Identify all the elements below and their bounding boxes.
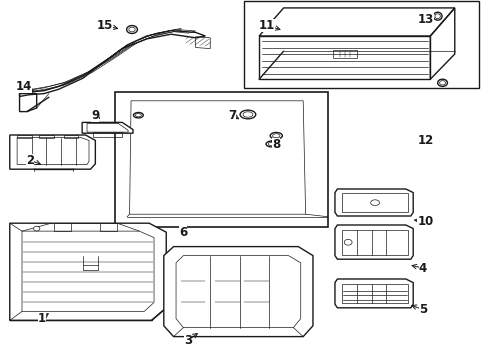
Ellipse shape xyxy=(133,112,143,118)
Polygon shape xyxy=(115,92,327,227)
Ellipse shape xyxy=(432,12,441,20)
Ellipse shape xyxy=(240,110,255,119)
Ellipse shape xyxy=(437,79,447,86)
Ellipse shape xyxy=(135,113,141,117)
Text: 5: 5 xyxy=(418,303,426,316)
Text: 4: 4 xyxy=(418,262,426,275)
Text: 13: 13 xyxy=(416,13,433,26)
Polygon shape xyxy=(334,189,412,216)
Text: 14: 14 xyxy=(15,80,32,93)
Ellipse shape xyxy=(370,200,379,206)
Ellipse shape xyxy=(33,226,40,231)
Ellipse shape xyxy=(344,239,351,245)
Text: 9: 9 xyxy=(91,109,99,122)
Polygon shape xyxy=(163,247,312,337)
Ellipse shape xyxy=(434,14,440,18)
Ellipse shape xyxy=(265,141,276,147)
Text: 10: 10 xyxy=(416,215,433,228)
Text: 1: 1 xyxy=(38,312,45,325)
Ellipse shape xyxy=(129,27,135,32)
Text: 6: 6 xyxy=(179,226,187,239)
Ellipse shape xyxy=(243,112,252,117)
Text: 15: 15 xyxy=(97,19,113,32)
Text: 8: 8 xyxy=(272,138,280,150)
Text: 3: 3 xyxy=(184,334,192,347)
Ellipse shape xyxy=(439,81,445,85)
Polygon shape xyxy=(334,225,412,259)
Ellipse shape xyxy=(269,132,282,139)
Polygon shape xyxy=(10,223,166,320)
Text: 7: 7 xyxy=(228,109,236,122)
Ellipse shape xyxy=(126,26,137,33)
Polygon shape xyxy=(82,122,133,133)
Text: 2: 2 xyxy=(26,154,34,167)
Polygon shape xyxy=(10,135,95,169)
Text: 11: 11 xyxy=(258,19,274,32)
Ellipse shape xyxy=(268,142,274,146)
Polygon shape xyxy=(334,279,412,308)
Polygon shape xyxy=(244,1,478,88)
Ellipse shape xyxy=(272,134,279,138)
Text: 12: 12 xyxy=(416,134,433,147)
